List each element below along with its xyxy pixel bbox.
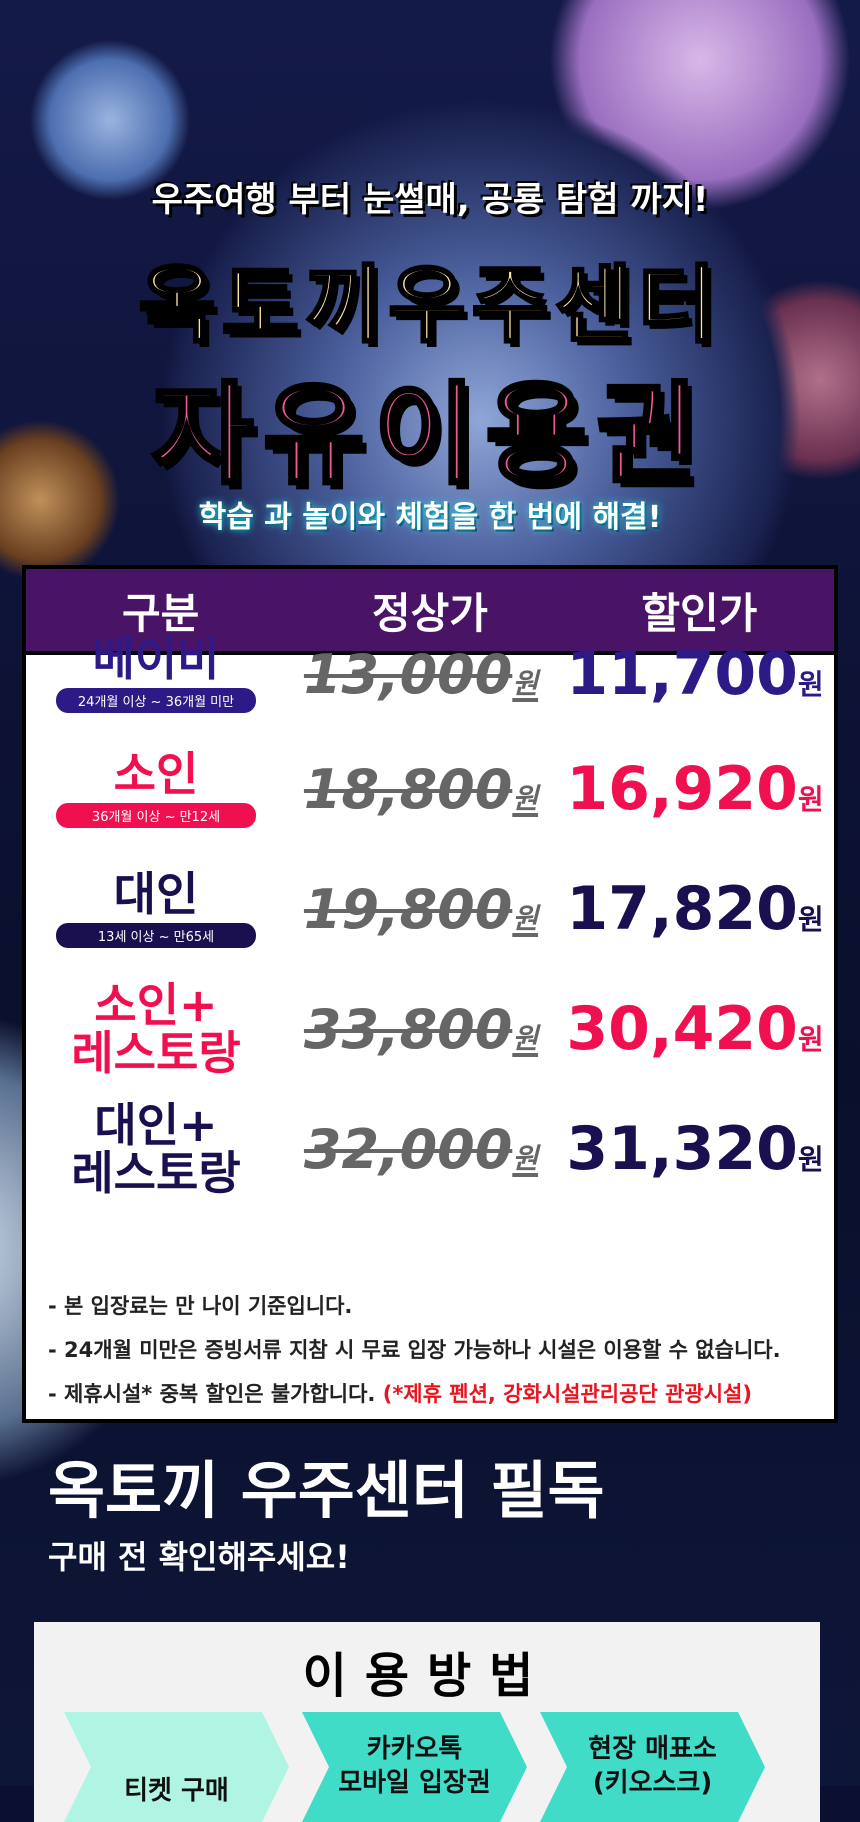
- notes: - 본 입장료는 만 나이 기준입니다. - 24개월 미만은 증빙서류 지참 …: [48, 1284, 781, 1416]
- hero-tagline: 우주여행 부터 눈썰매, 공룡 탐험 까지!: [151, 180, 709, 220]
- header-category: 구분: [122, 588, 200, 638]
- header-sale: 할인가: [641, 588, 758, 638]
- row-category: 대인+ 레스토랑: [71, 1097, 241, 1200]
- must-read-title: 옥토끼 우주센터 필독: [48, 1454, 605, 1527]
- sale-price: 30,420원: [566, 994, 824, 1064]
- note: - 본 입장료는 만 나이 기준입니다.: [48, 1294, 353, 1318]
- regular-price: 33,800원: [303, 997, 539, 1061]
- table-row: 소인 36개월 이상 ~ 만12세 18,800원 16,920원: [26, 734, 834, 844]
- table-row: 대인 13세 이상 ~ 만65세 19,800원 17,820원: [26, 854, 834, 964]
- table-row: 베이비 24개월 이상 ~ 36개월 미만 13,000원 11,700원: [26, 619, 834, 729]
- sale-price: 17,820원: [566, 874, 824, 944]
- row-category: 베이비 24개월 이상 ~ 36개월 미만: [26, 635, 286, 713]
- price-table: 구분 정상가 할인가 베이비 24개월 이상 ~ 36개월 미만 13,000원 …: [22, 565, 838, 1423]
- note-highlight: (*제휴 펜션, 강화시설관리공단 관광시설): [382, 1382, 752, 1406]
- note: - 제휴시설* 중복 할인은 불가합니다. (*제휴 펜션, 강화시설관리공단 …: [48, 1382, 752, 1406]
- step-ticket-purchase: 티켓 구매: [64, 1712, 289, 1822]
- row-category: 대인 13세 이상 ~ 만65세: [26, 870, 286, 948]
- regular-price: 18,800원: [303, 757, 539, 821]
- row-category: 소인 36개월 이상 ~ 만12세: [26, 750, 286, 828]
- regular-price: 13,000원: [303, 642, 539, 706]
- regular-price: 32,000원: [303, 1117, 539, 1181]
- sale-price: 11,700원: [566, 639, 824, 709]
- hero-title: 옥토끼우주센터: [137, 255, 722, 356]
- usage-box: 이용방법 티켓 구매 카카오톡 모바일 입장권 현장 매표소 (키오스크): [34, 1622, 820, 1822]
- regular-price: 19,800원: [303, 877, 539, 941]
- step-kakaotalk-ticket: 카카오톡 모바일 입장권: [302, 1712, 527, 1822]
- note: - 24개월 미만은 증빙서류 지참 시 무료 입장 가능하나 시설은 이용할 …: [48, 1338, 781, 1362]
- row-category: 소인+ 레스토랑: [71, 977, 241, 1080]
- table-row: 소인+ 레스토랑 33,800원 30,420원: [26, 974, 834, 1084]
- table-header: 구분 정상가 할인가: [26, 569, 834, 655]
- age-badge: 36개월 이상 ~ 만12세: [56, 802, 256, 828]
- table-row: 대인+ 레스토랑 32,000원 31,320원: [26, 1094, 834, 1204]
- must-read-subtitle: 구매 전 확인해주세요!: [48, 1538, 350, 1576]
- sale-price: 31,320원: [566, 1114, 824, 1184]
- age-badge: 13세 이상 ~ 만65세: [56, 922, 256, 948]
- sale-price: 16,920원: [566, 754, 824, 824]
- hero-subtitle: 자유이용권: [150, 369, 708, 501]
- usage-title: 이용방법: [302, 1648, 552, 1704]
- hero-slogan: 학습 과 놀이와 체험을 한 번에 해결!: [198, 500, 662, 535]
- header-regular: 정상가: [372, 588, 488, 638]
- age-badge: 24개월 이상 ~ 36개월 미만: [56, 687, 256, 713]
- step-kiosk: 현장 매표소 (키오스크): [540, 1712, 765, 1822]
